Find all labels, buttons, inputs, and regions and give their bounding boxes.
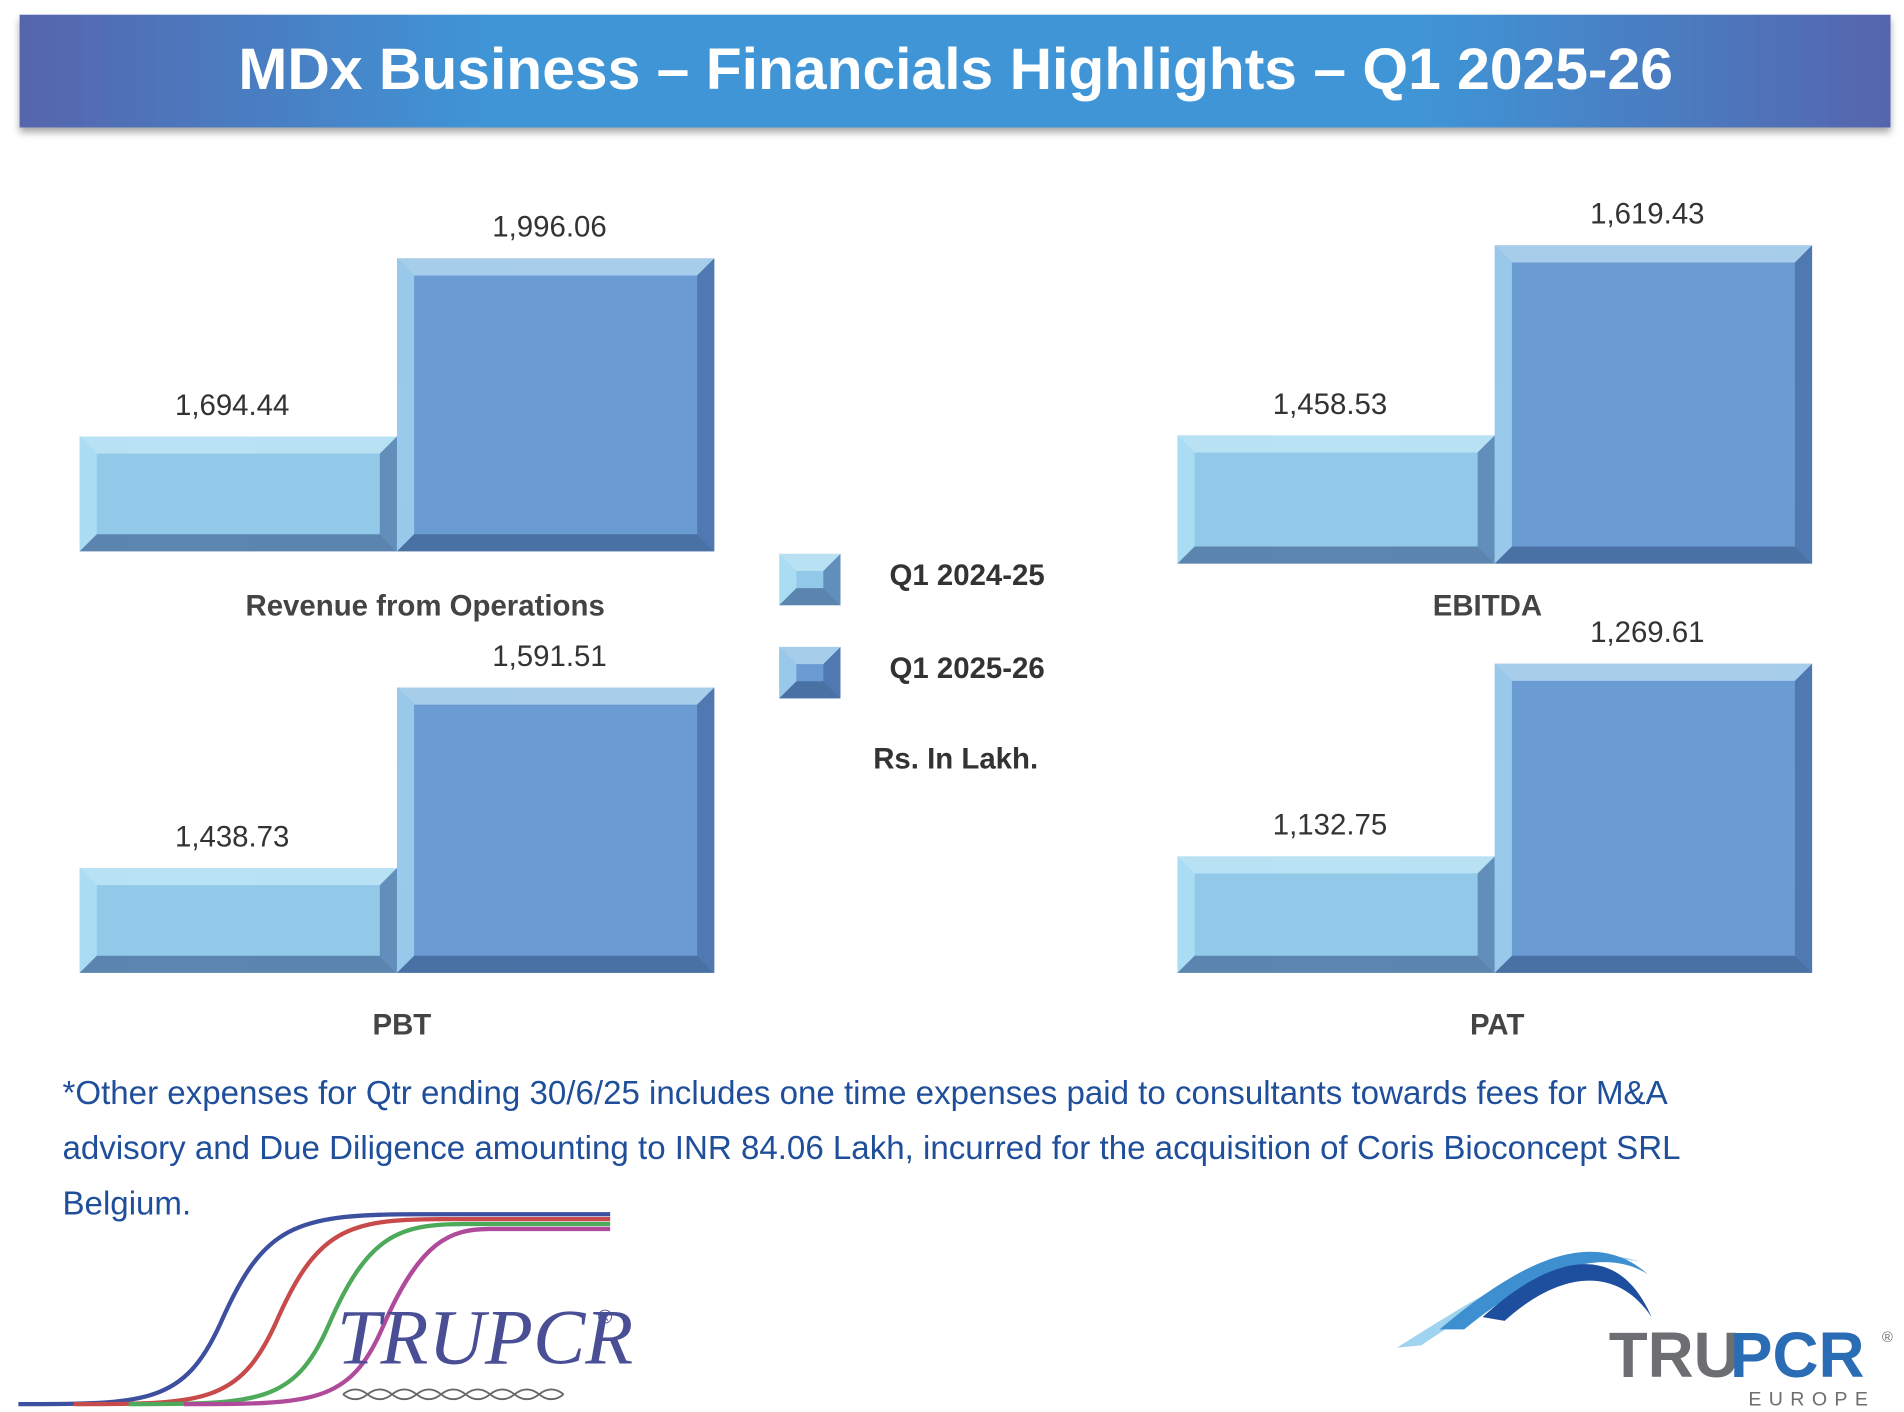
bar xyxy=(79,868,397,973)
bevel-top xyxy=(1177,856,1495,874)
header-title: MDx Business – Financials Highlights – Q… xyxy=(238,37,1673,102)
footnote-line: advisory and Due Diligence amounting to … xyxy=(62,1130,1680,1167)
bevel-top xyxy=(779,553,841,571)
bevel xyxy=(79,436,397,552)
bar xyxy=(1494,663,1813,973)
bevel-top xyxy=(1494,245,1813,263)
bevel xyxy=(1177,435,1495,564)
bevel-right xyxy=(1477,435,1495,564)
bevel xyxy=(79,868,397,973)
chart-title: PAT xyxy=(1470,1009,1524,1042)
bevel xyxy=(779,553,841,606)
bevel-left xyxy=(79,436,97,552)
bevel-bottom xyxy=(1494,955,1813,973)
bar xyxy=(1177,435,1495,564)
bevel-bottom xyxy=(779,588,841,606)
logo-right-region: EUROPE xyxy=(1748,1389,1875,1411)
bevel-right xyxy=(697,258,715,552)
bevel-right xyxy=(823,553,841,606)
legend-label: Q1 2024-25 xyxy=(890,559,1045,592)
logo-right-swoosh xyxy=(1396,1251,1652,1348)
bar xyxy=(1494,245,1813,564)
value-label: 1,458.53 xyxy=(1273,388,1387,421)
bar-chart: 1,438.73 1,591.51 PBT xyxy=(79,640,715,1042)
bevel-top xyxy=(79,436,397,454)
bar xyxy=(1177,856,1495,973)
bevel-left xyxy=(1177,435,1195,564)
header-bar xyxy=(19,14,1891,128)
bevel-right xyxy=(379,436,397,552)
chart-title: EBITDA xyxy=(1433,590,1542,623)
bevel-right xyxy=(379,868,397,973)
bevel-top xyxy=(779,646,841,665)
bevel-bottom xyxy=(79,955,397,973)
footnote-line: Belgium. xyxy=(62,1185,191,1222)
value-label: 1,269.61 xyxy=(1590,616,1704,649)
legend-label: Q1 2025-26 xyxy=(890,652,1045,685)
footnote-line: *Other expenses for Qtr ending 30/6/25 i… xyxy=(62,1075,1667,1112)
bevel xyxy=(779,646,841,699)
legend: Q1 2024-25 Q1 2025-26 xyxy=(779,553,1045,699)
value-label: 1,591.51 xyxy=(492,640,606,673)
bevel xyxy=(1494,245,1813,564)
chart-title: Revenue from Operations xyxy=(245,590,604,623)
bevel-bottom xyxy=(779,681,841,699)
value-label: 1,438.73 xyxy=(175,820,289,853)
logo-left-name: TRUPCR xyxy=(337,1293,633,1380)
bevel-bottom xyxy=(79,534,397,552)
bevel-top xyxy=(1177,435,1495,453)
bar xyxy=(396,687,715,973)
logo-left-mark: ® xyxy=(598,1307,613,1329)
bevel-bottom xyxy=(1177,546,1495,564)
bevel-right xyxy=(1477,856,1495,973)
value-label: 1,619.43 xyxy=(1590,198,1704,231)
bevel-top xyxy=(1494,663,1813,681)
logo-right-mark: ® xyxy=(1882,1330,1893,1346)
bevel-right xyxy=(1794,663,1813,973)
bar-chart: 1,458.53 1,619.43 EBITDA xyxy=(1177,198,1813,623)
value-label: 1,996.06 xyxy=(492,211,606,244)
bevel-bottom xyxy=(1177,955,1495,973)
bevel-bottom xyxy=(1494,546,1813,564)
bevel xyxy=(396,687,715,973)
logo-right-name-a: TRU xyxy=(1609,1319,1740,1391)
bevel-left xyxy=(79,868,97,973)
logo-left xyxy=(18,1212,611,1407)
value-label: 1,132.75 xyxy=(1273,809,1387,842)
footnote: *Other expenses for Qtr ending 30/6/25 i… xyxy=(62,1075,1680,1222)
bevel-right xyxy=(697,687,715,973)
bevel-left xyxy=(396,687,415,973)
bevel-left xyxy=(1494,663,1512,973)
bar xyxy=(79,436,397,552)
bar-chart: 1,132.75 1,269.61 PAT xyxy=(1177,616,1813,1042)
bevel-top xyxy=(396,258,715,276)
chart-title: PBT xyxy=(372,1009,431,1042)
bar xyxy=(396,258,715,552)
bevel-left xyxy=(396,258,415,552)
bevel-bottom xyxy=(396,955,715,973)
unit-note: Rs. In Lakh. xyxy=(873,743,1038,776)
bevel-bottom xyxy=(396,534,715,552)
logo-right-name-b: PCR xyxy=(1730,1319,1865,1391)
bevel xyxy=(1177,856,1495,973)
bevel xyxy=(396,258,715,552)
bevel-left xyxy=(1494,245,1512,564)
bevel xyxy=(1494,663,1813,973)
bevel-left xyxy=(1177,856,1195,973)
bar-chart: 1,694.44 1,996.06 Revenue from Operations xyxy=(79,211,715,623)
bevel-top xyxy=(396,687,715,705)
bevel-right xyxy=(1794,245,1813,564)
value-label: 1,694.44 xyxy=(175,389,289,422)
bevel-top xyxy=(79,868,397,886)
